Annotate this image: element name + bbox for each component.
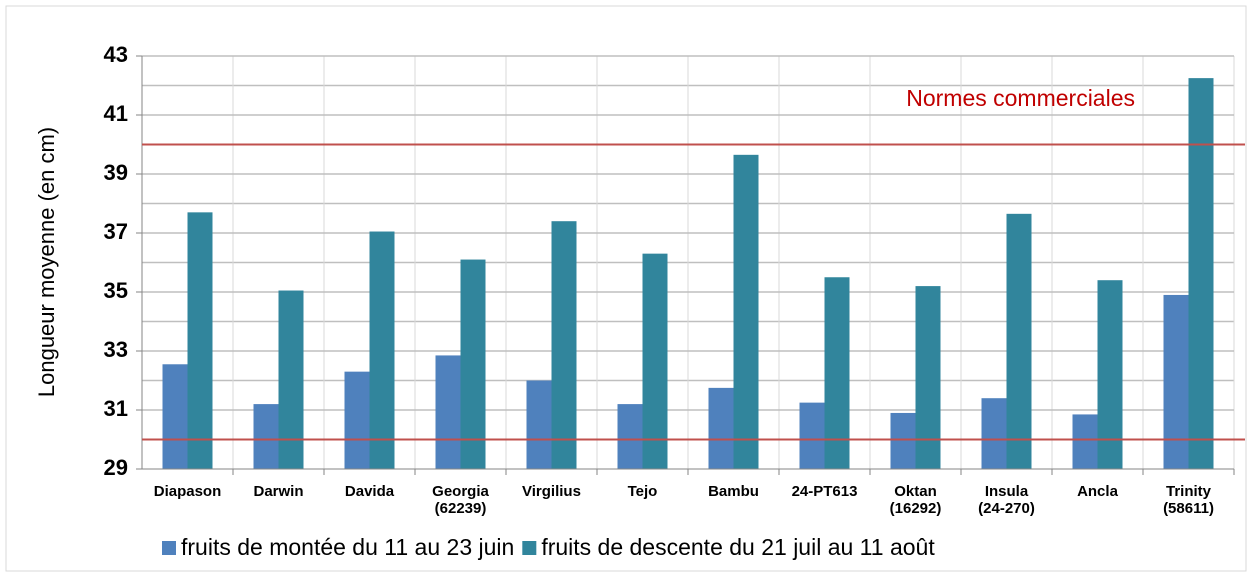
y-tick-label: 29 bbox=[104, 455, 128, 480]
bar bbox=[1006, 213, 1032, 469]
bar bbox=[460, 259, 486, 469]
x-tick-label: Georgia (62239) bbox=[432, 483, 489, 517]
bar bbox=[1072, 414, 1098, 469]
bar bbox=[1188, 78, 1214, 469]
bar bbox=[824, 277, 850, 469]
x-tick-label: Darwin bbox=[253, 483, 303, 500]
bar bbox=[617, 404, 643, 469]
x-tick-label: Davida bbox=[345, 483, 395, 500]
bar bbox=[253, 404, 279, 469]
bar bbox=[344, 371, 370, 469]
bar bbox=[1097, 280, 1123, 469]
bar bbox=[435, 355, 461, 469]
x-tick-label: Diapason bbox=[154, 483, 222, 500]
bar bbox=[915, 286, 941, 469]
x-tick-label: Bambu bbox=[708, 483, 759, 500]
y-tick-label: 43 bbox=[104, 42, 128, 67]
y-tick-label: 31 bbox=[104, 396, 128, 421]
bar bbox=[799, 402, 825, 469]
bar bbox=[162, 364, 188, 469]
bar bbox=[278, 290, 304, 469]
x-tick-label: Tejo bbox=[628, 483, 658, 500]
x-tick-label: Insula (24-270) bbox=[978, 483, 1035, 517]
x-tick-label: Trinity (58611) bbox=[1163, 483, 1214, 517]
x-tick-label: 24-PT613 bbox=[792, 483, 858, 500]
y-tick-label: 35 bbox=[104, 278, 128, 303]
legend-label: fruits de montée du 11 au 23 juin bbox=[181, 534, 514, 560]
y-tick-label: 39 bbox=[104, 160, 128, 185]
x-tick-label: Virgilius bbox=[522, 483, 581, 500]
y-tick-label: 37 bbox=[104, 219, 128, 244]
chart-frame bbox=[5, 5, 1247, 572]
bar bbox=[551, 221, 577, 469]
y-axis-title: Longueur moyenne (en cm) bbox=[34, 127, 59, 397]
legend-label: fruits de descente du 21 juil au 11 août bbox=[541, 534, 935, 560]
annotation: Normes commerciales bbox=[906, 85, 1135, 111]
x-tick-label: Oktan (16292) bbox=[890, 483, 942, 517]
y-tick-label: 41 bbox=[104, 101, 128, 126]
bar bbox=[369, 231, 395, 469]
bar bbox=[981, 398, 1007, 469]
bar bbox=[733, 154, 759, 469]
legend-swatch bbox=[522, 541, 537, 555]
bar bbox=[890, 412, 916, 469]
legend-swatch bbox=[162, 541, 176, 555]
bar bbox=[642, 253, 668, 469]
x-tick-label: Ancla bbox=[1077, 483, 1119, 500]
bar bbox=[1163, 294, 1189, 469]
bar bbox=[708, 387, 734, 469]
bar bbox=[187, 212, 213, 469]
bar bbox=[526, 380, 552, 469]
y-tick-label: 33 bbox=[104, 337, 128, 362]
